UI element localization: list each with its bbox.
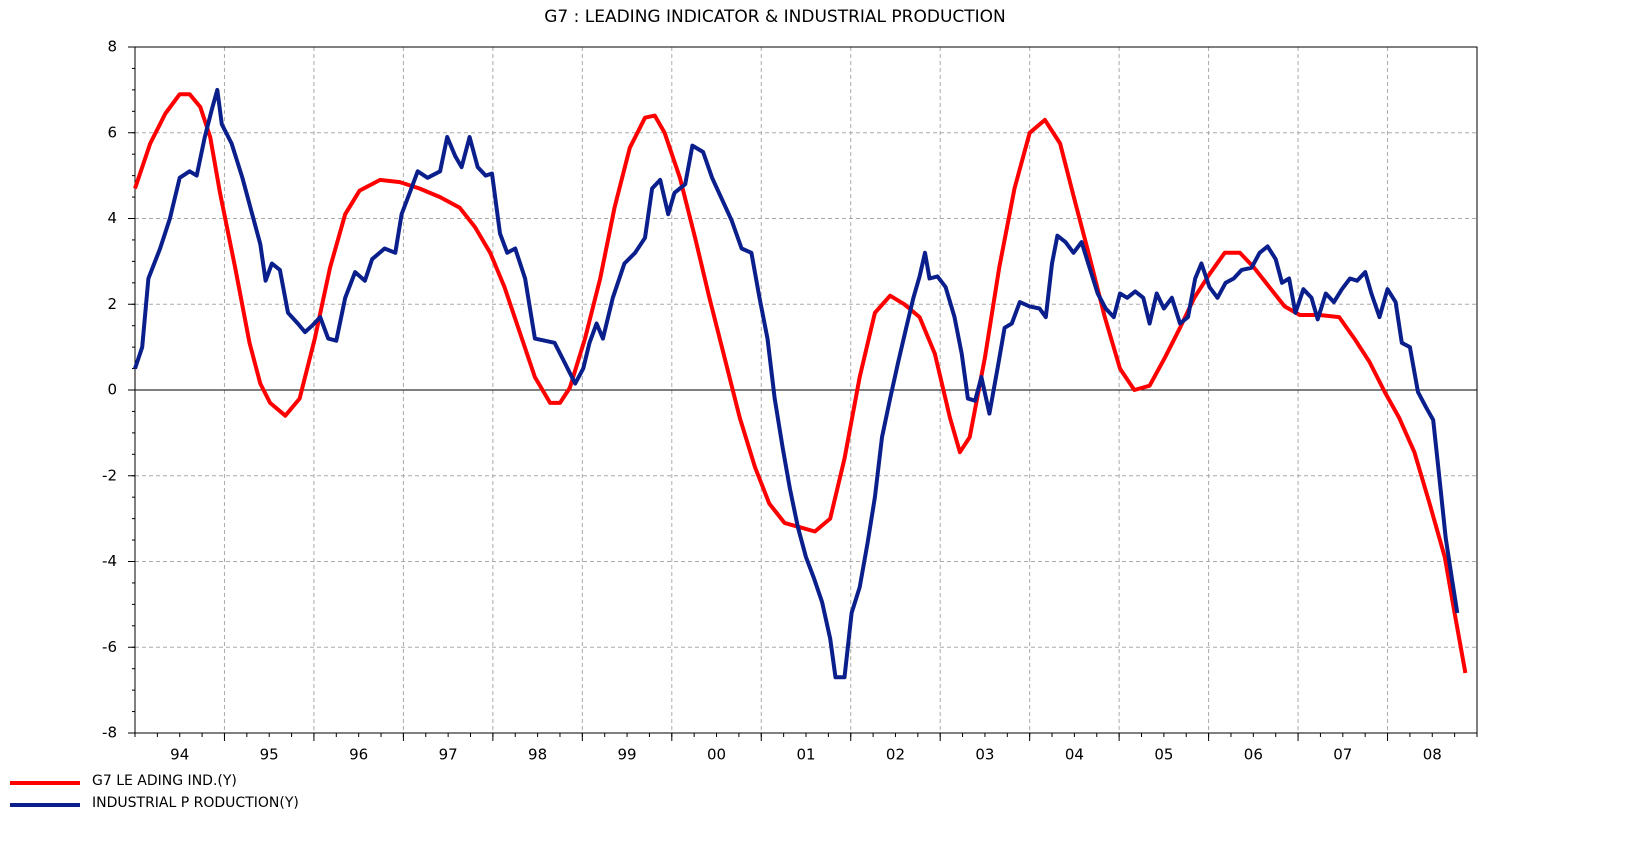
y-tick-label: 2 — [107, 295, 117, 313]
x-tick-label: 95 — [260, 746, 279, 764]
series-line — [133, 87, 1460, 680]
x-tick-label: 07 — [1333, 746, 1352, 764]
x-tick-label: 00 — [707, 746, 726, 764]
y-tick-label: 0 — [107, 381, 117, 399]
x-tick-label: 02 — [886, 746, 905, 764]
y-tick-label: 6 — [107, 123, 117, 141]
x-tick-label: 97 — [439, 746, 458, 764]
y-tick-label: 8 — [107, 38, 117, 56]
y-tick-label: -2 — [102, 466, 117, 484]
x-tick-label: 96 — [349, 746, 368, 764]
series-line — [133, 92, 1468, 674]
y-tick-label: -8 — [102, 724, 117, 742]
legend-label: INDUSTRIAL P RODUCTION(Y) — [92, 795, 299, 811]
x-tick-label: 03 — [975, 746, 994, 764]
x-tick-label: 01 — [796, 746, 815, 764]
x-tick-label: 04 — [1065, 746, 1084, 764]
y-tick-label: 4 — [107, 209, 117, 227]
y-tick-label: -6 — [102, 638, 117, 656]
x-tick-label: 99 — [618, 746, 637, 764]
x-tick-label: 06 — [1244, 746, 1263, 764]
legend-label: G7 LE ADING IND.(Y) — [92, 773, 237, 789]
y-tick-label: -4 — [102, 552, 117, 570]
x-tick-label: 98 — [528, 746, 547, 764]
x-tick-label: 94 — [170, 746, 189, 764]
x-tick-label: 05 — [1154, 746, 1173, 764]
chart-title: G7 : LEADING INDICATOR & INDUSTRIAL PROD… — [544, 7, 1006, 27]
x-tick-label: 08 — [1423, 746, 1442, 764]
